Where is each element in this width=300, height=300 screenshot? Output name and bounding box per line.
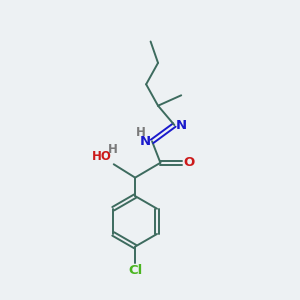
Text: H: H <box>108 143 118 156</box>
Text: N: N <box>176 118 187 131</box>
Text: HO: HO <box>92 150 111 163</box>
Text: N: N <box>140 136 151 148</box>
Text: H: H <box>136 126 146 139</box>
Text: O: O <box>184 156 195 169</box>
Text: Cl: Cl <box>128 264 142 278</box>
